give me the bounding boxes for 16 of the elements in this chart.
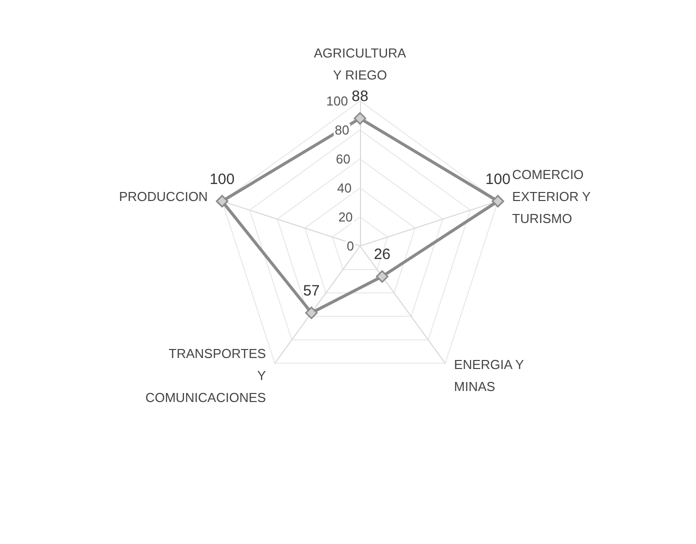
y-tick-label: 20: [338, 210, 353, 224]
data-label: 100: [210, 170, 235, 188]
spoke-label: ENERGIA Y MINAS: [454, 356, 524, 394]
y-tick-label: 0: [346, 238, 354, 254]
y-tick-label: 80: [334, 122, 350, 138]
data-label: 26: [374, 246, 391, 264]
data-label: 88: [352, 88, 368, 106]
spoke-label: PRODUCCION: [118, 189, 208, 204]
y-tick-label: 60: [336, 152, 350, 166]
y-tick-label: 40: [337, 180, 352, 196]
spoke-label: TRANSPORTES Y COMUNICACIONES: [145, 346, 266, 405]
spoke-label: COMERCIO EXTERIOR Y TURISMO: [512, 167, 591, 226]
spoke-label: AGRICULTURA Y RIEGO: [314, 46, 406, 82]
data-label: 100: [485, 170, 510, 188]
data-label: 57: [303, 282, 320, 300]
y-tick-label: 100: [326, 94, 348, 108]
